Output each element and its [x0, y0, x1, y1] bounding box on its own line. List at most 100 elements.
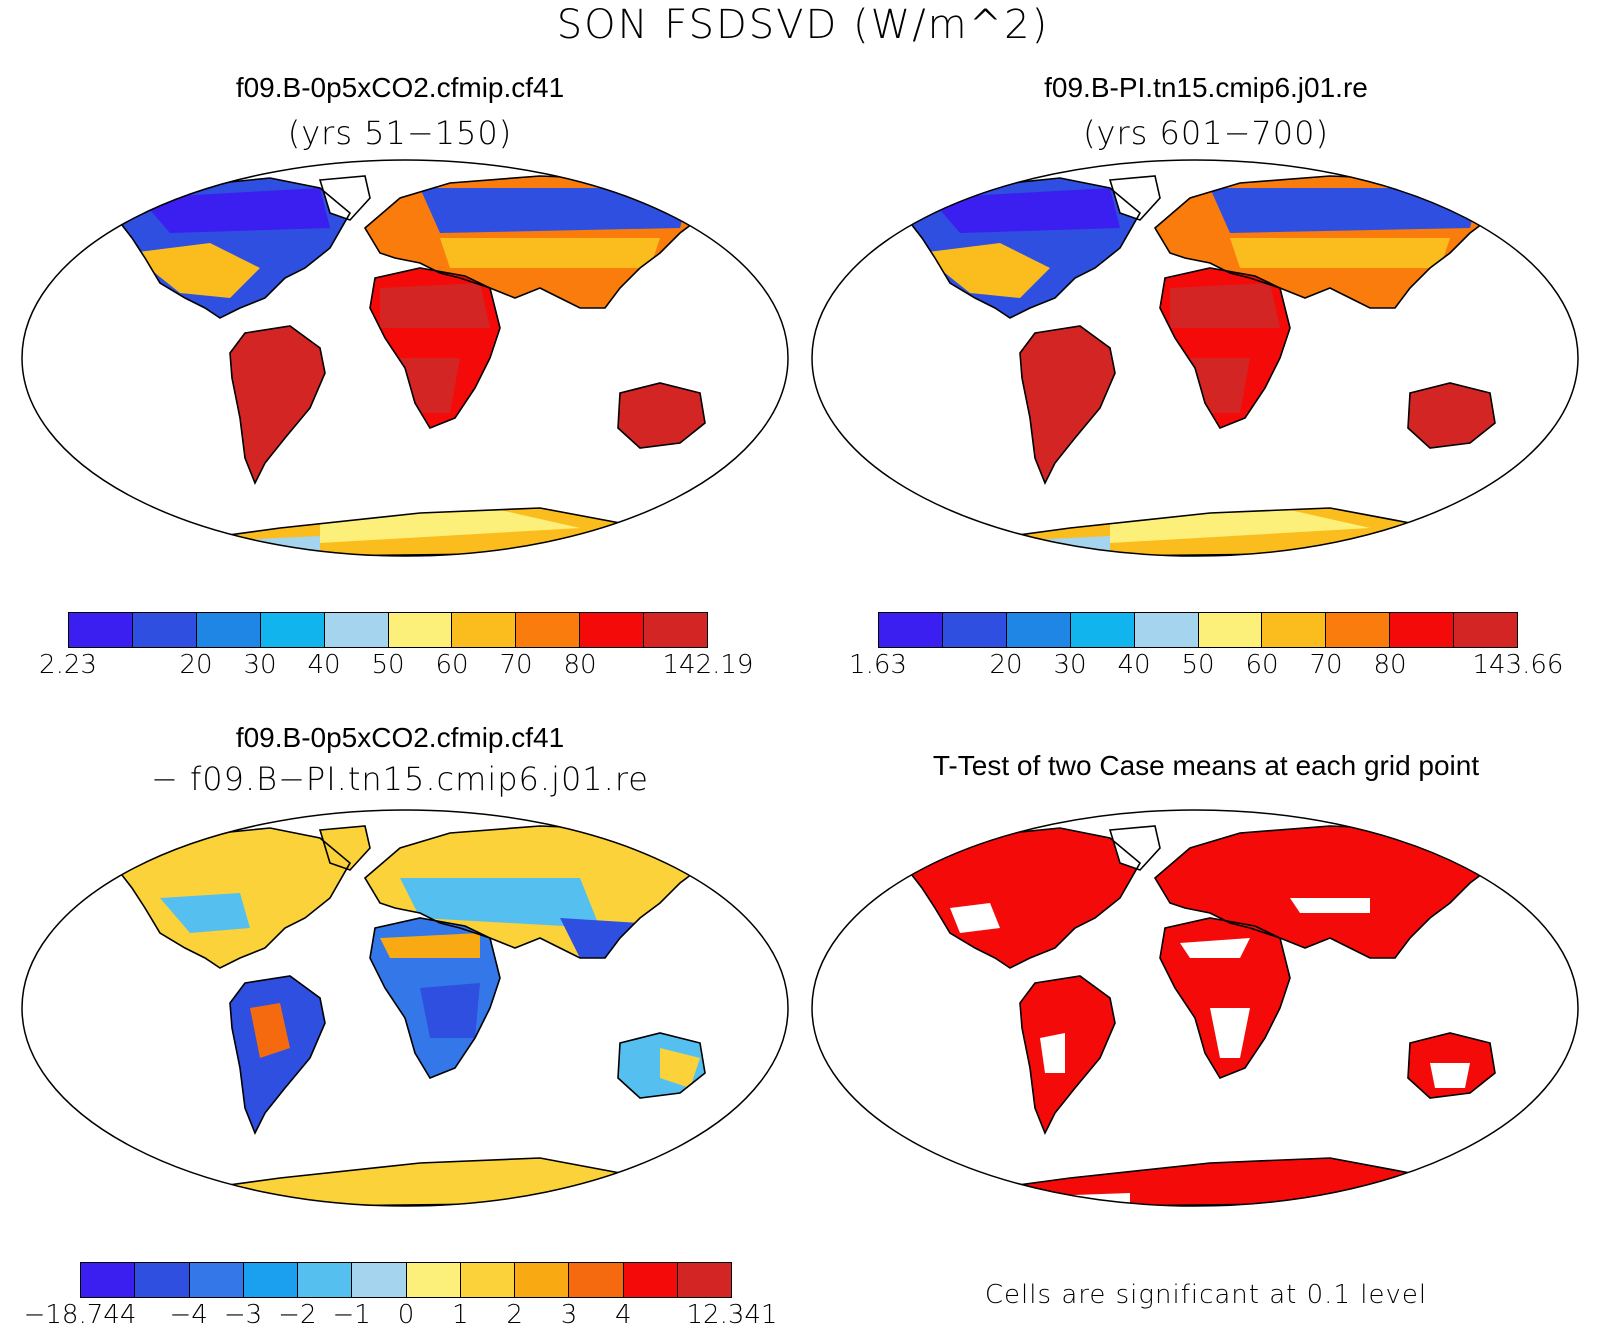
colorbar-swatch — [452, 613, 517, 647]
map-case2 — [811, 159, 1579, 557]
map-border — [21, 159, 789, 557]
colorbar-swatch — [1390, 613, 1455, 647]
colorbar-tick-label: 20 — [179, 650, 213, 680]
colorbar-swatch — [1134, 613, 1199, 647]
colorbar-swatch — [1454, 613, 1518, 647]
coastline — [1159, 917, 1291, 1079]
colorbar-tick-label: 4 — [615, 1300, 632, 1330]
land-greenland — [1110, 826, 1160, 870]
field-region — [1110, 510, 1370, 543]
field-region — [1430, 1063, 1470, 1088]
land-samerica — [230, 326, 325, 483]
colorbar-tick-label: −3 — [223, 1300, 263, 1330]
colorbar-tick-label: 2 — [506, 1300, 523, 1330]
colorbar-tick-label: 30 — [243, 650, 277, 680]
colorbar-tick-label: 80 — [1373, 650, 1407, 680]
panel-subtitle-case1: (yrs 51−150) — [287, 114, 513, 152]
colorbar-tick-label: −2 — [278, 1300, 317, 1330]
field-region — [930, 188, 1120, 233]
colorbar-swatch — [1262, 613, 1327, 647]
colorbar-swatch — [260, 613, 325, 647]
field-region — [1190, 358, 1250, 413]
panel-title-ttest: T-Test of two Case means at each grid po… — [932, 750, 1480, 781]
map-diff — [21, 809, 789, 1207]
field-region — [140, 188, 330, 233]
field-region — [320, 510, 580, 543]
colorbar-swatch — [879, 613, 943, 647]
coastline — [229, 325, 326, 485]
land-australia — [618, 383, 705, 448]
panel-subtitle-diff: − f09.B−PI.tn15.cmip6.j01.re — [151, 760, 649, 798]
coastline — [1019, 325, 1116, 485]
colorbar-swatch — [196, 613, 261, 647]
colorbar-tick-label: −1 — [332, 1300, 371, 1330]
colorbar-tick-label: 60 — [435, 650, 469, 680]
colorbar-swatch — [1198, 613, 1263, 647]
field-region — [1180, 938, 1250, 958]
colorbar-tick-label: 1 — [452, 1300, 469, 1330]
land-greenland — [320, 176, 370, 220]
land-samerica — [1020, 326, 1115, 483]
colorbar-tick-label: 40 — [1117, 650, 1151, 680]
colorbar-swatch — [81, 1263, 136, 1297]
map-ttest — [811, 809, 1579, 1207]
map-border — [21, 809, 789, 1207]
land-namerica — [905, 828, 1140, 968]
colorbar-tick-label: 60 — [1245, 650, 1279, 680]
coastline — [617, 1032, 706, 1099]
land-greenland — [1110, 176, 1160, 220]
colorbar-tick-label: 12.341 — [686, 1300, 778, 1330]
colorbar-swatch — [644, 613, 708, 647]
colorbar-tick-label: 80 — [563, 650, 597, 680]
colorbar-tick-label: −4 — [169, 1300, 208, 1330]
coastline — [1407, 382, 1496, 449]
field-region — [990, 1193, 1130, 1206]
colorbar-tick-label: 0 — [397, 1300, 415, 1330]
map-case1 — [21, 159, 789, 557]
colorbar-swatch — [243, 1263, 298, 1297]
colorbar-swatch — [298, 1263, 353, 1297]
colorbar-swatch — [135, 1263, 190, 1297]
coastline — [113, 177, 352, 319]
colorbar-swatch — [1006, 613, 1071, 647]
colorbar-swatch — [324, 613, 389, 647]
colorbar-swatch — [388, 613, 453, 647]
colorbar-swatch — [132, 613, 197, 647]
field-region — [950, 903, 1000, 933]
field-region — [380, 933, 480, 958]
coastline — [318, 175, 371, 221]
colorbar-swatch — [352, 1263, 407, 1297]
field-region — [1170, 283, 1280, 328]
coastline — [903, 177, 1142, 319]
significance-footnote: Cells are significant at 0.1 level — [984, 1280, 1428, 1310]
figure-title: SON FSDSVD (W/m^2) — [556, 2, 1050, 48]
field-region — [660, 1048, 700, 1088]
field-region — [1210, 188, 1480, 233]
colorbar-swatch — [1326, 613, 1391, 647]
coastline — [617, 382, 706, 449]
colorbar-swatch — [69, 613, 133, 647]
land-greenland — [320, 826, 370, 870]
land-samerica — [1020, 976, 1115, 1133]
coastline — [113, 827, 352, 969]
colorbar-tick-label: 50 — [1181, 650, 1215, 680]
colorbar-tick-label: 50 — [371, 650, 405, 680]
field-region — [380, 283, 490, 328]
panel-subtitle-case2: (yrs 601−700) — [1083, 114, 1329, 152]
colorbar-tick-label: −18.744 — [23, 1300, 137, 1330]
coastline — [1407, 1032, 1496, 1099]
field-region — [920, 243, 1050, 298]
field-region — [130, 243, 260, 298]
coastline — [318, 825, 371, 871]
coastline — [1159, 267, 1291, 429]
colorbar-tick-label: 30 — [1053, 650, 1087, 680]
colorbar-diff — [80, 1262, 732, 1298]
coastline — [1108, 825, 1161, 871]
field-region — [1230, 238, 1450, 268]
colorbar-swatch — [623, 1263, 678, 1297]
colorbar-swatch — [942, 613, 1007, 647]
colorbar-tick-label: 40 — [307, 650, 341, 680]
colorbar-tick-label: 70 — [499, 650, 533, 680]
panel-title-case2: f09.B-PI.tn15.cmip6.j01.re — [1044, 72, 1368, 103]
colorbar-tick-label: 2.23 — [39, 650, 97, 680]
